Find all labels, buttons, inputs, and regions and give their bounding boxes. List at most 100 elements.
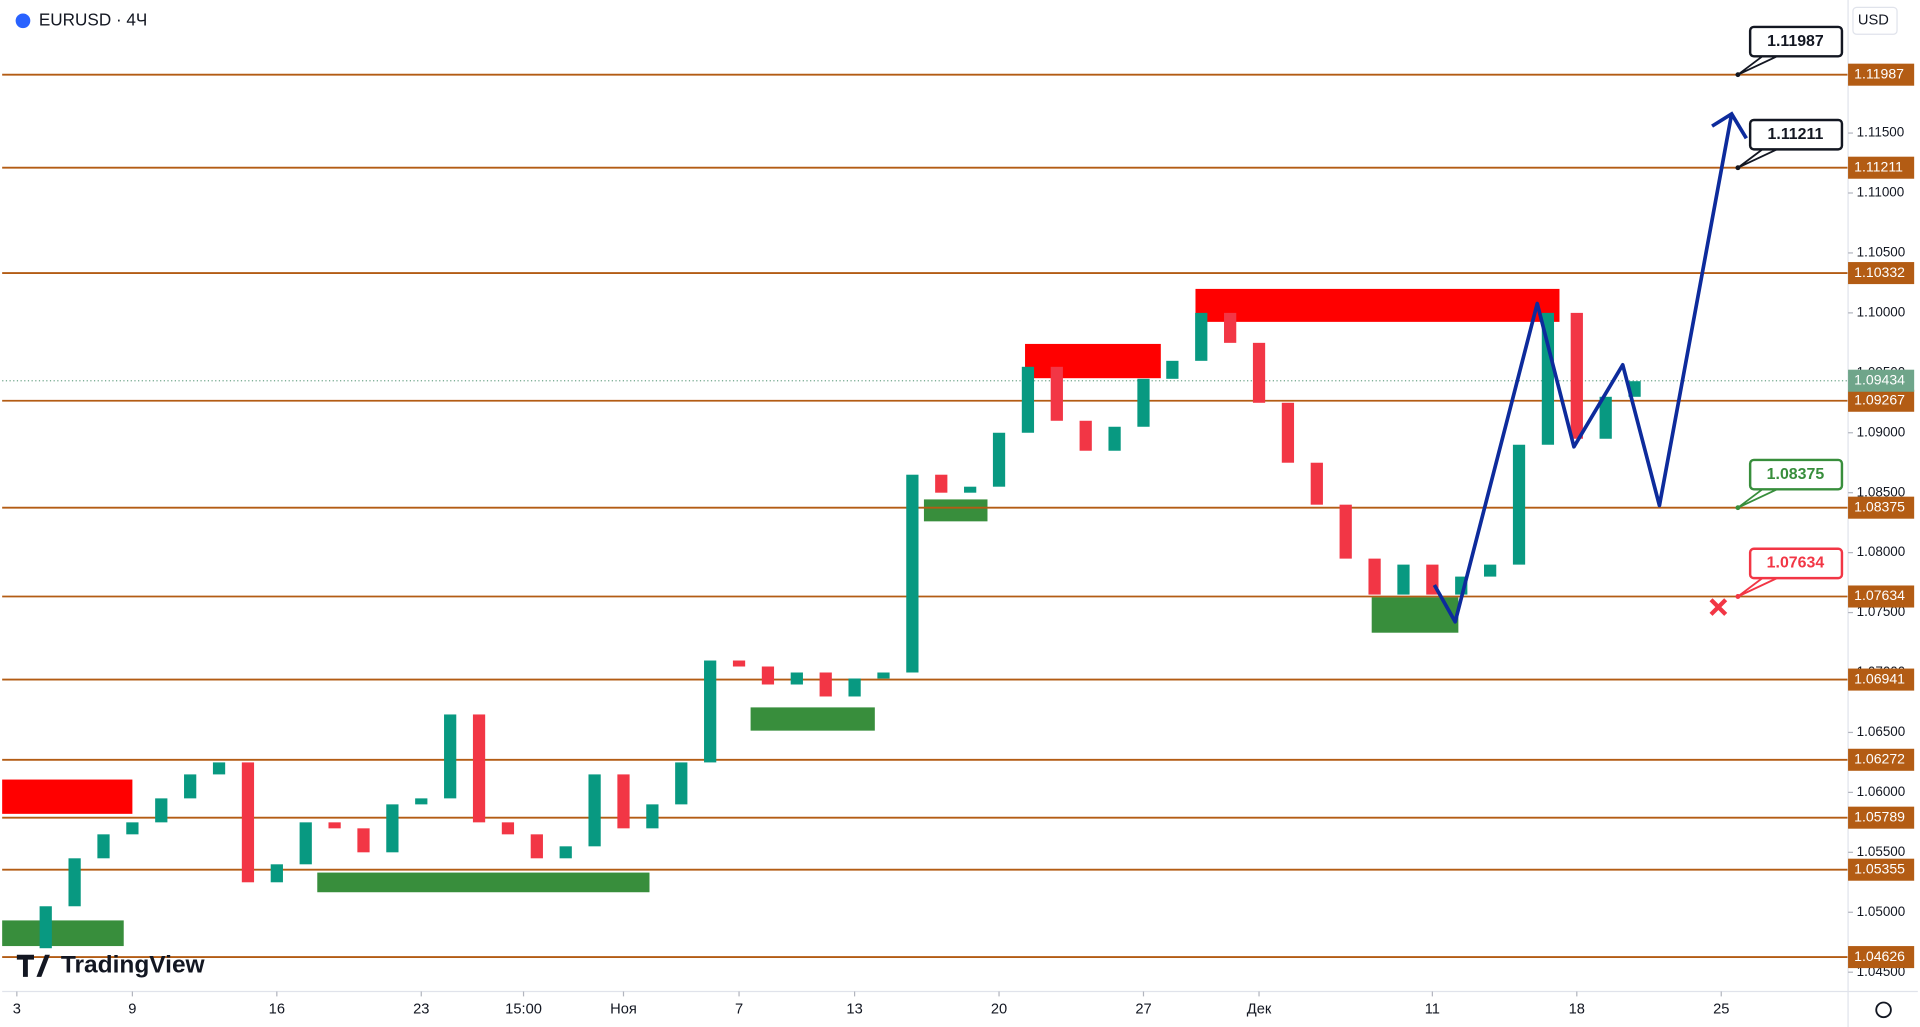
candle [530, 834, 543, 859]
y-tick-label: 1.05500 [1857, 844, 1906, 859]
candle [1166, 360, 1179, 379]
candle [559, 846, 572, 859]
candle [877, 672, 890, 679]
callout-box [1748, 118, 1844, 151]
current-price-box [1848, 369, 1915, 392]
logo: TradingView [16, 951, 206, 978]
y-tick-label: 1.06000 [1857, 784, 1906, 799]
candle [472, 714, 486, 823]
level-label-box [1848, 668, 1915, 691]
candle [992, 432, 1006, 487]
level-label: 1.05355 [1854, 860, 1905, 876]
candle [1195, 312, 1208, 361]
level-label-box [1848, 262, 1915, 285]
candle [1224, 312, 1237, 343]
y-tick-label: 1.11000 [1857, 185, 1905, 200]
level-label-box [1848, 748, 1915, 771]
currency-button[interactable] [1852, 6, 1898, 35]
callout-label: 1.08375 [1767, 466, 1825, 483]
candle [964, 486, 977, 493]
x-tick-label: 13 [846, 1002, 862, 1018]
symbol-flag [15, 13, 31, 29]
candle [1397, 564, 1410, 595]
y-tick-label: 1.08500 [1857, 484, 1906, 499]
zone [2, 779, 133, 814]
x-tick-label: 3 [13, 1002, 21, 1018]
candle [155, 798, 168, 823]
zone [2, 920, 124, 947]
x-tick-label: 23 [413, 1002, 429, 1018]
candle [501, 822, 515, 835]
candle [1050, 366, 1063, 421]
candle [386, 804, 399, 853]
candle [588, 774, 601, 847]
level-label: 1.06941 [1854, 670, 1905, 686]
candle [328, 822, 341, 829]
candle [704, 660, 717, 763]
candle [935, 474, 948, 493]
candle [1599, 396, 1612, 439]
level-label: 1.11211 [1854, 158, 1903, 174]
candle [1570, 312, 1583, 439]
candle [357, 828, 370, 853]
callout-dot [1735, 165, 1741, 171]
level-label-box [1848, 156, 1915, 179]
zone [317, 872, 650, 893]
callout-box [1748, 547, 1844, 580]
symbol[interactable]: EURUSD · 4Ч [39, 9, 147, 29]
settings-icon[interactable] [1875, 1001, 1892, 1019]
candle [184, 774, 197, 799]
x-tick-label: Ноя [610, 1002, 637, 1018]
callout-dot [1735, 505, 1741, 511]
logo-text: TradingView [61, 951, 206, 978]
currency[interactable]: USD [1858, 13, 1889, 29]
level-label: 1.06272 [1854, 750, 1905, 766]
plot-area [2, 73, 1849, 959]
callout-label: 1.11987 [1767, 33, 1824, 50]
y-tick-label: 1.10000 [1857, 304, 1906, 319]
candle [241, 762, 255, 883]
callout-dot [1735, 594, 1741, 599]
level-label-box [1848, 858, 1915, 881]
candle [1079, 420, 1092, 451]
candle [97, 834, 110, 859]
y-tick-label: 1.09000 [1857, 424, 1906, 439]
candle [299, 822, 312, 865]
callout-label: 1.07634 [1767, 555, 1825, 572]
x-tick-label: 11 [1425, 1002, 1440, 1018]
candle [1021, 366, 1035, 433]
zone [1025, 343, 1161, 379]
y-tick-label: 1.11500 [1857, 125, 1905, 140]
level-label-box [1848, 806, 1915, 829]
candle [126, 822, 139, 835]
candle [819, 672, 832, 697]
x-tick-label: 15:00 [505, 1002, 542, 1018]
candle [1541, 312, 1555, 445]
y-tick-label: 1.06500 [1857, 724, 1906, 739]
candle [1339, 504, 1352, 559]
level-label-box [1848, 585, 1915, 608]
x-tick-label: 20 [991, 1002, 1007, 1018]
callout-dot [1735, 72, 1741, 78]
candle [790, 672, 803, 685]
candle [1368, 558, 1381, 595]
x-tick-label: 7 [735, 1002, 743, 1018]
x-tick-label: 25 [1713, 1002, 1729, 1018]
y-tick-label: 1.08000 [1857, 544, 1906, 559]
level-label: 1.11987 [1854, 65, 1904, 81]
projection-arrowhead [1711, 111, 1748, 140]
level-label-box [1848, 389, 1915, 412]
candle [39, 906, 52, 949]
candle [617, 774, 630, 829]
candle [646, 804, 659, 829]
candle [732, 660, 746, 667]
level-label-box [1848, 496, 1915, 519]
candle [1310, 462, 1323, 505]
x-tick-label: 9 [128, 1002, 136, 1018]
projection-path [1432, 113, 1734, 624]
zone [750, 707, 875, 731]
y-tick-label: 1.10500 [1857, 245, 1906, 260]
callout-box [1748, 25, 1844, 58]
candle [906, 474, 919, 673]
callout-box [1748, 458, 1844, 491]
